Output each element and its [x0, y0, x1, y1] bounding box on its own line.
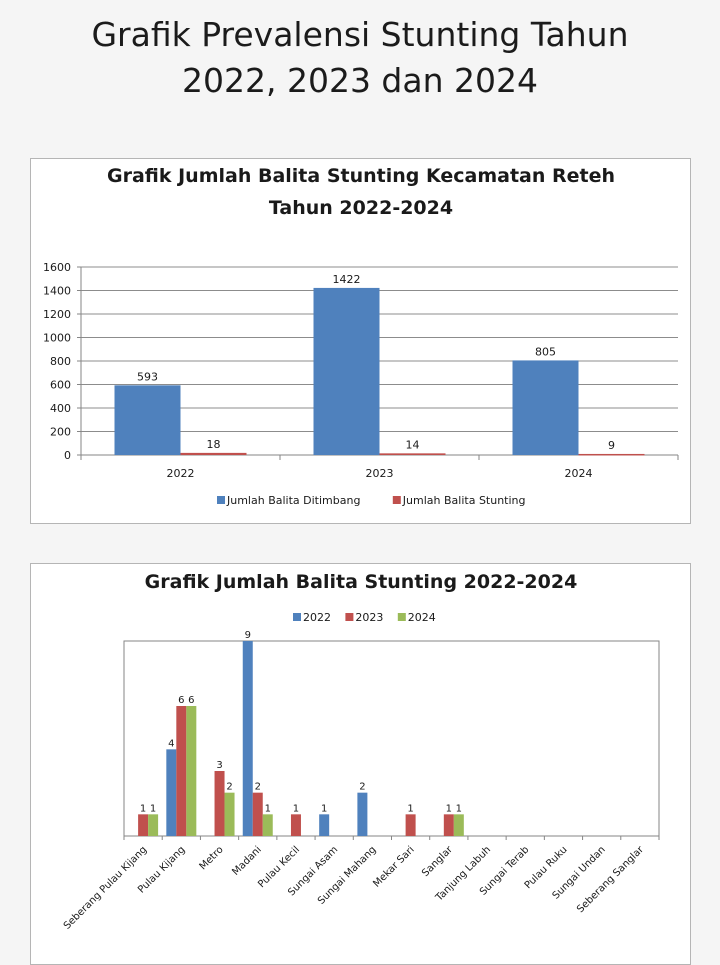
- legend-label: 2024: [408, 611, 436, 624]
- x-tick-label: 2024: [565, 467, 593, 480]
- chart2-title: Grafik Jumlah Balita Stunting 2022-2024: [145, 571, 578, 593]
- y-tick-label: 1400: [43, 285, 71, 298]
- bar: [176, 706, 187, 836]
- bar: [319, 814, 330, 836]
- data-label: 2: [359, 782, 365, 793]
- chart-balita-kecamatan: Grafik Jumlah Balita Stunting Kecamatan …: [30, 158, 691, 524]
- bar: [148, 814, 159, 836]
- bar: [512, 360, 579, 455]
- legend-label: 2023: [355, 611, 383, 624]
- y-tick-label: 1600: [43, 261, 71, 274]
- legend-label: Jumlah Balita Stunting: [402, 494, 526, 507]
- chart1-title-line1: Grafik Jumlah Balita Stunting Kecamatan …: [107, 165, 615, 187]
- bar: [252, 792, 263, 836]
- legend-swatch: [293, 613, 301, 621]
- data-label: 6: [178, 695, 184, 706]
- data-label: 1: [446, 803, 452, 814]
- x-tick-label: 2022: [167, 467, 195, 480]
- legend-swatch: [392, 496, 401, 504]
- bar: [379, 453, 446, 455]
- data-label: 3: [216, 760, 222, 771]
- data-label: 805: [535, 345, 556, 358]
- data-label: 1422: [333, 273, 361, 286]
- data-label: 1: [140, 803, 146, 814]
- legend-label: 2022: [303, 611, 331, 624]
- page-title: Grafik Prevalensi Stunting Tahun 2022, 2…: [0, 12, 720, 104]
- y-tick-label: 1200: [43, 308, 71, 321]
- data-label: 18: [207, 438, 221, 451]
- data-label: 593: [137, 370, 158, 383]
- x-tick-label: Seberang Sanglar: [575, 844, 647, 916]
- x-tick-label: Metro: [198, 844, 226, 872]
- chart-balita-kecamatan-svg: Grafik Jumlah Balita Stunting Kecamatan …: [43, 165, 679, 507]
- bar: [138, 814, 149, 836]
- bar: [114, 385, 181, 455]
- bar: [313, 287, 380, 455]
- chart-balita-desa: Grafik Jumlah Balita Stunting 2022-2024 …: [30, 563, 691, 965]
- bar: [443, 814, 454, 836]
- data-label: 1: [456, 803, 462, 814]
- data-label: 1: [321, 803, 327, 814]
- x-tick-label: Sanglar: [420, 844, 455, 879]
- y-tick-label: 0: [64, 449, 71, 462]
- data-label: 2: [226, 782, 232, 793]
- x-tick-label: Mekar Sari: [371, 844, 416, 889]
- data-label: 14: [406, 438, 420, 451]
- y-tick-label: 400: [50, 402, 71, 415]
- y-tick-label: 1000: [43, 332, 71, 345]
- y-tick-label: 800: [50, 355, 71, 368]
- data-label: 2: [255, 782, 261, 793]
- legend-swatch: [397, 613, 406, 621]
- bar: [224, 792, 235, 836]
- page-title-line2: 2022, 2023 dan 2024: [182, 61, 538, 100]
- data-label: 4: [168, 738, 174, 749]
- data-label: 1: [293, 803, 299, 814]
- bar: [242, 641, 253, 836]
- y-tick-label: 200: [50, 426, 71, 439]
- bar: [405, 814, 416, 836]
- bar: [453, 814, 464, 836]
- bar: [262, 814, 273, 836]
- legend-label: Jumlah Balita Ditimbang: [226, 494, 360, 507]
- plot-area: [123, 640, 660, 837]
- legend-swatch: [217, 496, 225, 504]
- data-label: 9: [608, 439, 615, 452]
- data-label: 1: [407, 803, 413, 814]
- data-label: 6: [188, 695, 194, 706]
- x-tick-label: 2023: [366, 467, 394, 480]
- bar: [578, 453, 645, 456]
- bar: [214, 771, 225, 836]
- bar: [180, 452, 247, 455]
- x-tick-label: Madani: [230, 844, 263, 877]
- legend-swatch: [345, 613, 354, 621]
- bar: [186, 706, 197, 836]
- y-tick-label: 600: [50, 379, 71, 392]
- page-title-line1: Grafik Prevalensi Stunting Tahun: [91, 15, 629, 54]
- bar: [166, 749, 177, 836]
- chart1-title-line2: Tahun 2022-2024: [269, 197, 453, 219]
- data-label: 9: [245, 630, 251, 641]
- bar: [357, 792, 368, 836]
- data-label: 1: [265, 803, 271, 814]
- chart-balita-desa-svg: Grafik Jumlah Balita Stunting 2022-2024 …: [62, 571, 660, 932]
- data-label: 1: [150, 803, 156, 814]
- bar: [290, 814, 301, 836]
